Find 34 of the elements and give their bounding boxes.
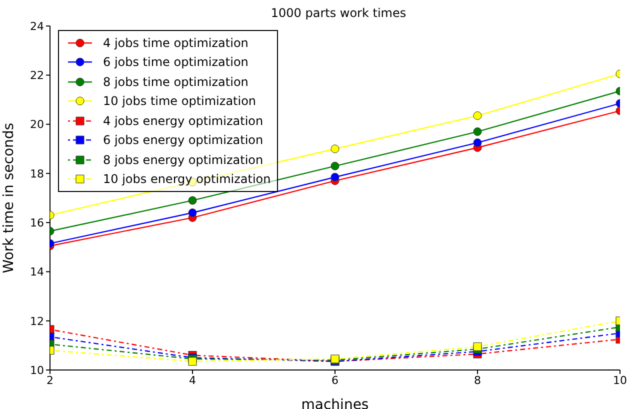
point	[330, 144, 340, 154]
x-tick-label: 6	[332, 374, 338, 387]
y-tick-label: 14	[30, 266, 44, 279]
point	[473, 342, 482, 351]
point	[188, 196, 197, 205]
x-tick-label: 10	[613, 374, 627, 387]
legend-label: 6 jobs energy optimization	[103, 133, 264, 148]
point	[330, 162, 340, 170]
x-tick-label: 2	[46, 374, 54, 387]
chart-title: 1000 parts work times	[270, 6, 408, 20]
legend-label: 8 jobs energy optimization	[103, 152, 264, 167]
point	[188, 208, 197, 217]
legend-label: 10 jobs energy optimization	[103, 172, 271, 186]
x-axis-title: machines	[301, 397, 369, 409]
y-tick-label: 16	[30, 216, 44, 230]
point	[330, 172, 340, 182]
point	[473, 111, 482, 120]
y-tick-label: 22	[30, 69, 44, 82]
y-axis-title: Work time in seconds	[0, 122, 17, 274]
legend-label: 6 jobs time optimization	[103, 55, 248, 70]
point	[188, 357, 197, 366]
y-tick-label: 18	[30, 167, 44, 180]
y-tick-label: 10	[30, 364, 44, 377]
x-tick-label: 8	[474, 374, 481, 387]
point	[473, 127, 482, 136]
x-tick-label: 4	[189, 374, 196, 387]
legend-label: 4 jobs time optimization	[103, 36, 248, 50]
y-tick-label: 24	[30, 20, 44, 33]
y-tick-label: 12	[30, 314, 44, 328]
legend-label: 8 jobs time optimization	[103, 74, 248, 89]
legend-label: 4 jobs energy optimization	[103, 114, 264, 128]
legend-label: 10 jobs time optimization	[103, 94, 256, 108]
y-tick-label: 20	[30, 118, 44, 132]
point	[473, 138, 482, 147]
